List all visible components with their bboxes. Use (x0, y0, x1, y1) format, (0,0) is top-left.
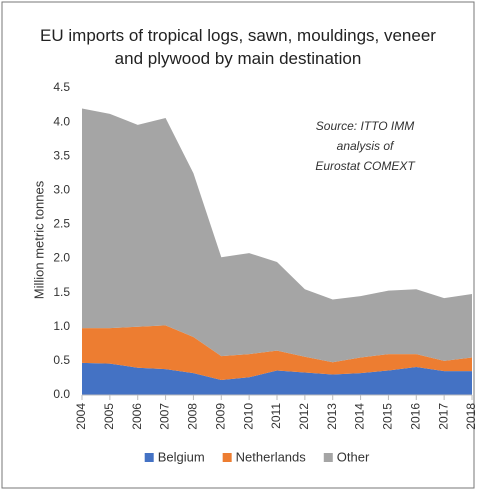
x-tick-label: 2005 (102, 403, 116, 430)
annotation: Eurostat COMEXT (315, 159, 416, 173)
x-tick-label: 2012 (297, 403, 311, 430)
x-tick-label: 2015 (381, 403, 395, 430)
x-tick-label: 2009 (213, 403, 227, 430)
y-tick-label: 4.5 (53, 80, 70, 94)
x-tick-label: 2008 (186, 403, 200, 430)
legend-label: Other (337, 449, 370, 464)
y-tick-label: 0.0 (53, 387, 70, 401)
legend-label: Belgium (158, 449, 205, 464)
y-tick-label: 1.5 (53, 285, 70, 299)
annotation: analysis of (337, 139, 395, 153)
legend-swatch (323, 453, 333, 462)
x-tick-label: 2011 (269, 403, 283, 429)
x-tick-label: 2004 (74, 403, 88, 430)
chart-title: EU imports of tropical logs, sawn, mould… (40, 26, 436, 68)
area (82, 108, 472, 363)
y-tick-label: 2.5 (53, 217, 70, 231)
x-tick-label: 2017 (436, 403, 450, 430)
x-tick-label: 2014 (353, 403, 367, 430)
x-tick-label: 2010 (241, 403, 255, 430)
y-tick-label: 3.0 (53, 183, 70, 197)
legend-label: Netherlands (236, 449, 307, 464)
y-axis-label: Million metric tonnes (31, 180, 46, 299)
area (82, 362, 472, 395)
legend-swatch (222, 453, 232, 462)
y-tick-label: 0.5 (53, 353, 70, 367)
x-tick-label: 2007 (158, 403, 172, 430)
annotation: Source: ITTO IMM (316, 119, 414, 133)
x-tick-label: 2013 (325, 403, 339, 430)
legend-swatch (144, 453, 154, 462)
x-tick-label: 2016 (408, 403, 422, 430)
x-tick-label: 2006 (130, 403, 144, 430)
x-tick-label: 2018 (464, 403, 477, 430)
y-tick-label: 3.5 (53, 148, 70, 162)
y-tick-label: 2.0 (53, 251, 70, 265)
area (82, 325, 472, 380)
y-tick-label: 1.0 (53, 319, 70, 333)
y-tick-label: 4.0 (53, 114, 70, 128)
